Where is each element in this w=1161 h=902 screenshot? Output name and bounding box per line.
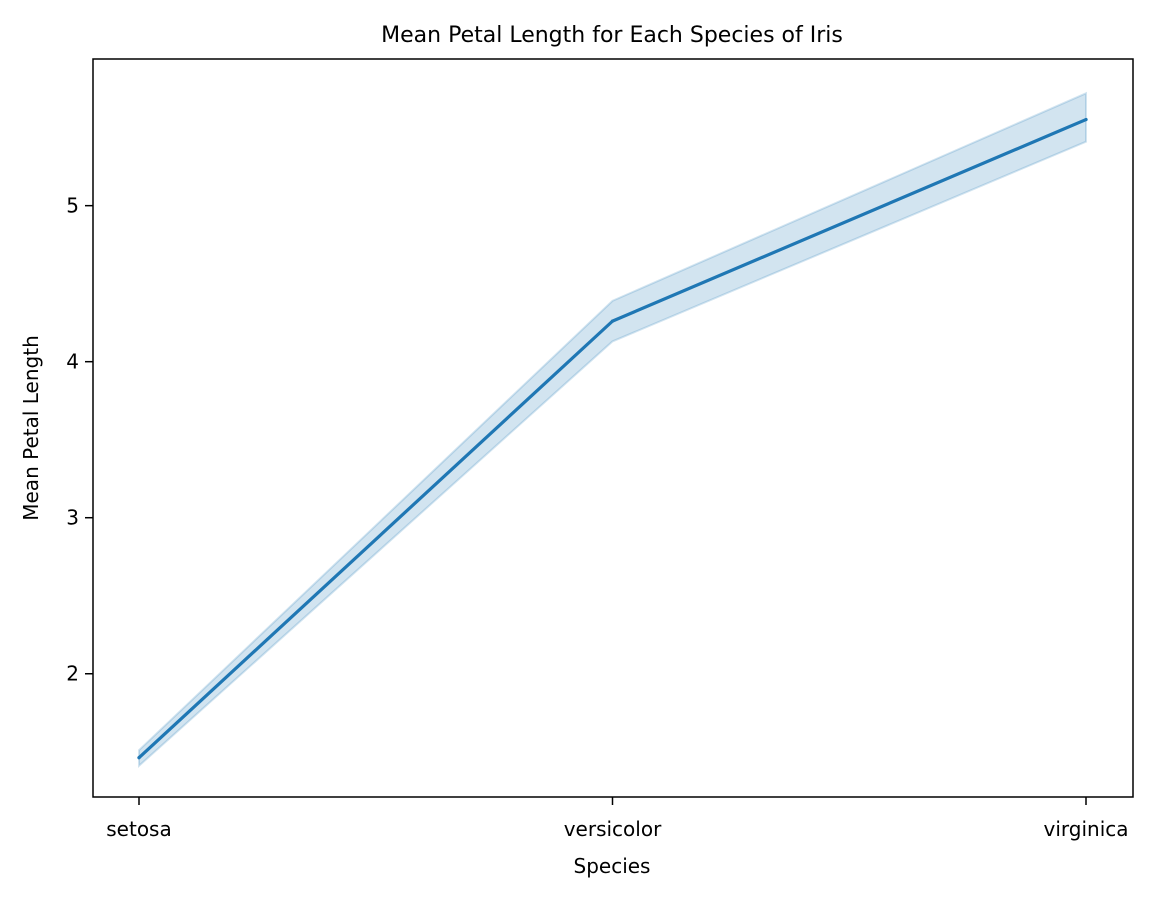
x-tick-label: versicolor: [564, 817, 662, 841]
y-tick-label: 2: [66, 662, 79, 686]
plot-area: [137, 91, 1088, 769]
x-tick-label: setosa: [106, 817, 171, 841]
x-axis-label: Species: [574, 854, 651, 878]
y-axis-label: Mean Petal Length: [19, 335, 43, 521]
chart-title: Mean Petal Length for Each Species of Ir…: [381, 23, 843, 48]
x-axis: setosa versicolor virginica: [106, 797, 1129, 841]
data-point: [610, 319, 615, 323]
y-axis: 2 3 4 5: [66, 194, 93, 686]
x-tick-label: virginica: [1044, 817, 1129, 841]
series-line: [137, 117, 1088, 760]
confidence-band: [138, 91, 1087, 769]
data-point: [137, 756, 141, 760]
y-tick-label: 4: [66, 350, 79, 374]
y-tick-label: 3: [66, 506, 79, 530]
data-point: [1084, 117, 1088, 122]
y-tick-label: 5: [66, 194, 79, 218]
